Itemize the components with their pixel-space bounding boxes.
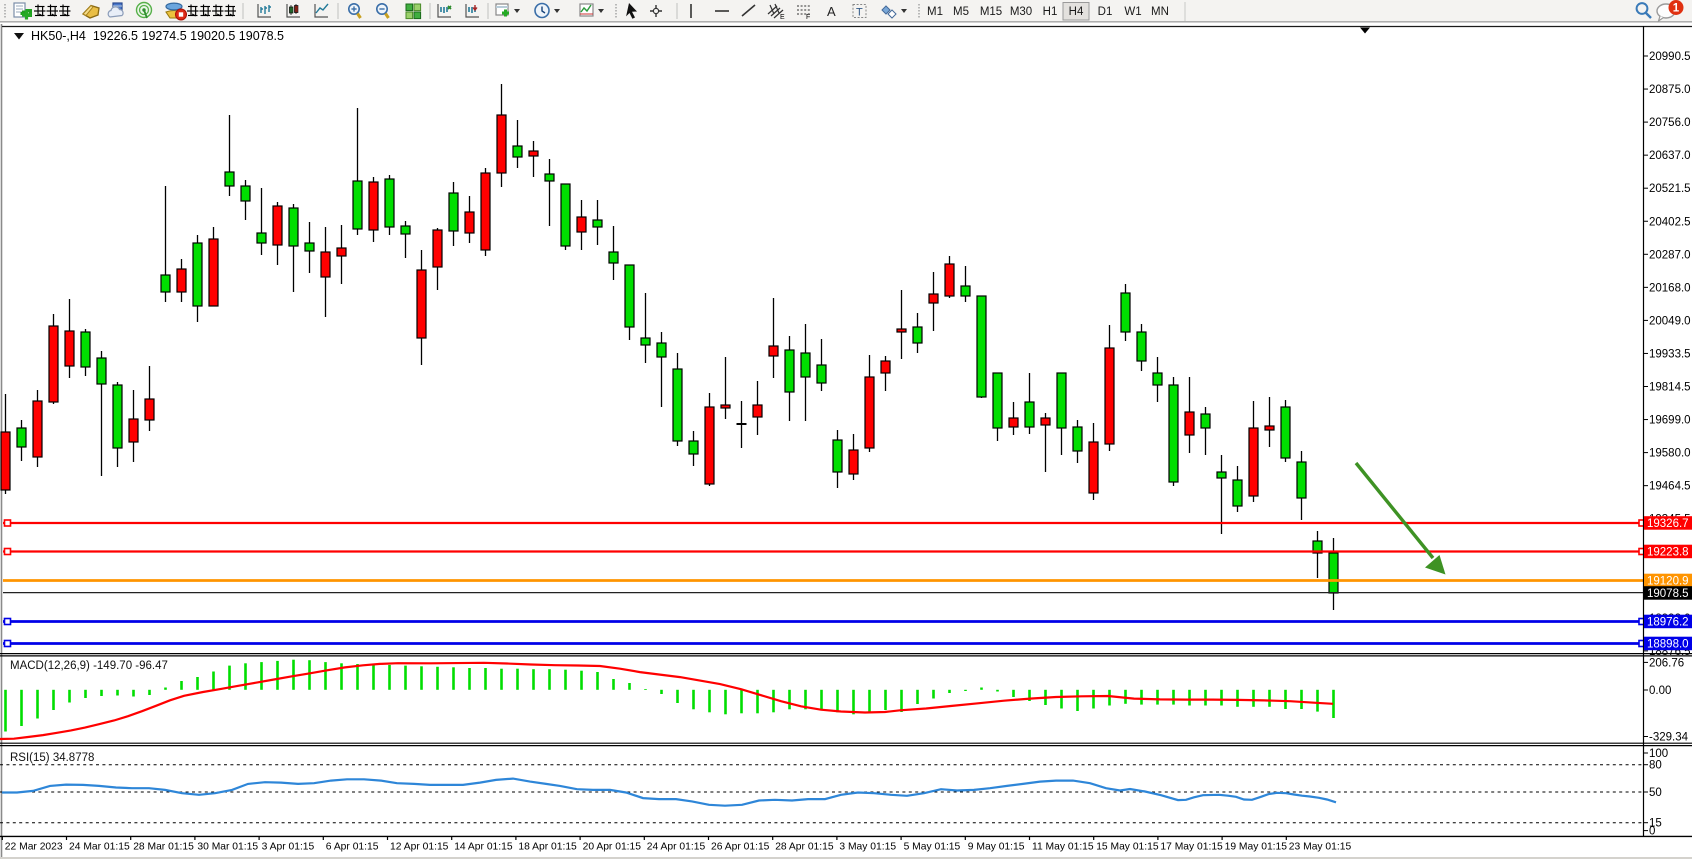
svg-text:23 May 01:15: 23 May 01:15 [1289,842,1352,853]
svg-text:18898.0: 18898.0 [1647,639,1689,651]
svg-text:28 Mar 01:15: 28 Mar 01:15 [133,842,194,853]
svg-text:26 Apr 01:15: 26 Apr 01:15 [711,842,770,853]
svg-text:19 May 01:15: 19 May 01:15 [1225,842,1288,853]
svg-text:24 Apr 01:15: 24 Apr 01:15 [647,842,706,853]
svg-text:9 May 01:15: 9 May 01:15 [968,842,1025,853]
svg-text:F: F [806,14,810,21]
svg-text:M30: M30 [1010,6,1032,18]
svg-text:M5: M5 [953,6,969,18]
svg-text:-329.34: -329.34 [1649,732,1689,744]
svg-text:19580.0: 19580.0 [1649,448,1691,460]
svg-text:30 Mar 01:15: 30 Mar 01:15 [197,842,258,853]
svg-text:19464.5: 19464.5 [1649,481,1691,493]
svg-text:12 Apr 01:15: 12 Apr 01:15 [390,842,449,853]
svg-text:19326.7: 19326.7 [1647,518,1689,530]
svg-text:MN: MN [1151,6,1169,18]
svg-text:6 Apr 01:15: 6 Apr 01:15 [326,842,379,853]
svg-text:14 Apr 01:15: 14 Apr 01:15 [454,842,513,853]
svg-text:D1: D1 [1098,6,1113,18]
svg-text:19699.0: 19699.0 [1649,415,1691,427]
svg-text:E: E [780,14,785,21]
svg-text:11 May 01:15: 11 May 01:15 [1032,842,1094,853]
svg-text:18 Apr 01:15: 18 Apr 01:15 [518,842,577,853]
svg-text:T: T [856,7,863,19]
svg-text:0: 0 [1649,826,1655,838]
svg-text:19933.5: 19933.5 [1649,348,1691,360]
svg-text:20287.0: 20287.0 [1649,249,1691,261]
svg-text:H1: H1 [1043,6,1058,18]
svg-text:M1: M1 [927,6,943,18]
svg-text:W1: W1 [1124,6,1141,18]
svg-text:3 Apr 01:15: 3 Apr 01:15 [262,842,315,853]
svg-text:50: 50 [1649,787,1662,799]
svg-text:22 Mar 2023: 22 Mar 2023 [5,842,63,853]
svg-text:3 May 01:15: 3 May 01:15 [839,842,896,853]
svg-text:19814.5: 19814.5 [1649,382,1691,394]
svg-text:HK50-,H4 19226.5 19274.5 1902: HK50-,H4 19226.5 19274.5 19020.5 19078.5 [31,29,284,43]
svg-text:5 May 01:15: 5 May 01:15 [904,842,961,853]
svg-text:H4: H4 [1069,6,1084,18]
svg-text:17 May 01:15: 17 May 01:15 [1160,842,1223,853]
svg-text:20402.5: 20402.5 [1649,216,1691,228]
svg-text:MACD(12,26,9) -149.70 -96.47: MACD(12,26,9) -149.70 -96.47 [10,660,168,672]
svg-text:28 Apr 01:15: 28 Apr 01:15 [775,842,834,853]
svg-text:15: 15 [1649,818,1662,830]
svg-text:18976.2: 18976.2 [1647,617,1689,629]
svg-text:19120.9: 19120.9 [1647,576,1689,588]
svg-text:19223.8: 19223.8 [1647,547,1689,559]
svg-text:20990.5: 20990.5 [1649,51,1691,63]
svg-text:20637.0: 20637.0 [1649,150,1691,162]
svg-text:20049.0: 20049.0 [1649,315,1691,327]
svg-text:20521.5: 20521.5 [1649,183,1691,195]
svg-text:1: 1 [1673,3,1680,15]
svg-text:0.00: 0.00 [1649,685,1671,697]
svg-text:RSI(15) 34.8778: RSI(15) 34.8778 [10,752,94,764]
svg-text:80: 80 [1649,760,1662,772]
svg-text:20 Apr 01:15: 20 Apr 01:15 [583,842,642,853]
svg-text:24 Mar 01:15: 24 Mar 01:15 [69,842,130,853]
svg-text:A: A [827,4,836,19]
svg-text:15 May 01:15: 15 May 01:15 [1096,842,1159,853]
svg-text:206.76: 206.76 [1649,657,1684,669]
svg-text:20168.0: 20168.0 [1649,282,1691,294]
svg-text:20875.0: 20875.0 [1649,84,1691,96]
svg-text:20756.0: 20756.0 [1649,117,1691,129]
svg-text:19078.5: 19078.5 [1647,588,1689,600]
svg-text:M15: M15 [980,6,1002,18]
svg-text:100: 100 [1649,748,1668,760]
